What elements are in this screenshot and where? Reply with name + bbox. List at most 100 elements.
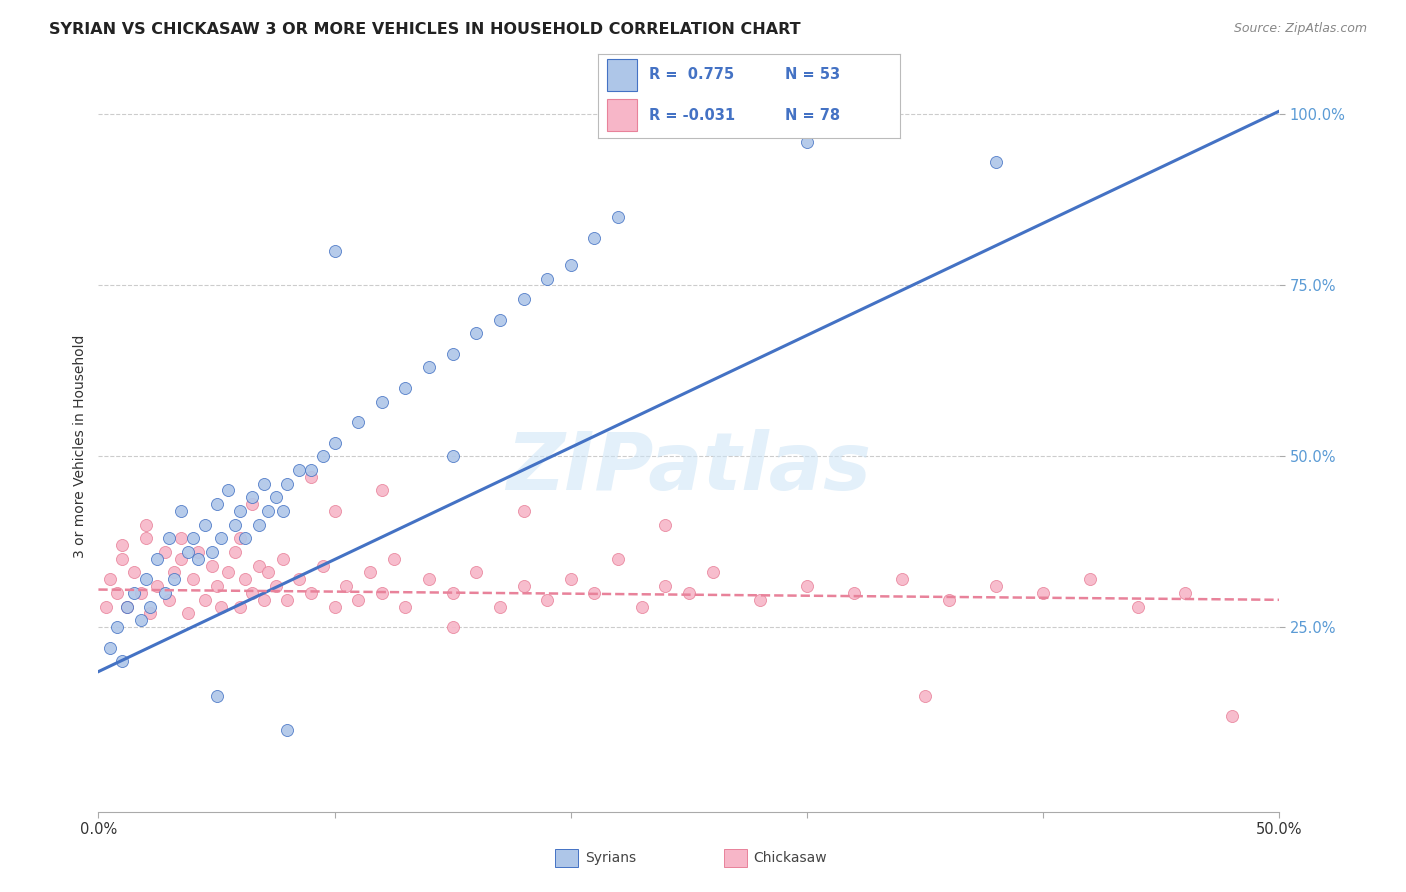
Point: [560, 572, 582, 586]
Text: SYRIAN VS CHICKASAW 3 OR MORE VEHICLES IN HOUSEHOLD CORRELATION CHART: SYRIAN VS CHICKASAW 3 OR MORE VEHICLES I…: [49, 22, 801, 37]
Point: [1220, 709, 1243, 723]
Point: [170, 504, 193, 518]
Point: [583, 230, 606, 244]
Point: [630, 599, 652, 614]
Point: [418, 572, 440, 586]
Point: [607, 551, 630, 566]
Point: [465, 326, 488, 341]
Point: [984, 579, 1007, 593]
Point: [247, 517, 270, 532]
Text: Chickasaw: Chickasaw: [754, 851, 827, 865]
Text: Source: ZipAtlas.com: Source: ZipAtlas.com: [1233, 22, 1367, 36]
Point: [229, 599, 252, 614]
Point: [233, 531, 256, 545]
Point: [181, 572, 204, 586]
Point: [205, 579, 228, 593]
Point: [264, 579, 287, 593]
Point: [512, 579, 534, 593]
Point: [276, 476, 298, 491]
Point: [536, 592, 558, 607]
Point: [224, 517, 246, 532]
Point: [276, 592, 298, 607]
Point: [560, 258, 582, 272]
Point: [253, 592, 276, 607]
Text: R = -0.031: R = -0.031: [650, 108, 735, 123]
Point: [359, 566, 381, 580]
Point: [163, 572, 186, 586]
Point: [98, 572, 121, 586]
Point: [177, 607, 200, 621]
Point: [323, 435, 346, 450]
Point: [229, 531, 252, 545]
Text: ZIPatlas: ZIPatlas: [506, 429, 872, 507]
Point: [1080, 572, 1102, 586]
Point: [201, 545, 224, 559]
Point: [217, 483, 239, 498]
Point: [441, 449, 464, 463]
Point: [139, 599, 162, 614]
Point: [323, 599, 346, 614]
Point: [441, 347, 464, 361]
Point: [271, 551, 294, 566]
Bar: [606, 59, 637, 91]
Point: [111, 551, 134, 566]
Point: [253, 476, 276, 491]
Point: [201, 558, 224, 573]
Point: [465, 566, 488, 580]
Point: [371, 586, 394, 600]
Point: [654, 517, 676, 532]
Point: [271, 504, 294, 518]
Point: [844, 586, 866, 600]
Point: [583, 586, 606, 600]
Point: [678, 586, 700, 600]
Point: [489, 599, 512, 614]
Point: [748, 592, 770, 607]
Point: [702, 566, 724, 580]
Point: [122, 566, 145, 580]
Point: [240, 586, 263, 600]
Point: [157, 592, 180, 607]
Point: [512, 292, 534, 306]
Point: [890, 572, 912, 586]
Point: [177, 545, 200, 559]
Point: [796, 579, 818, 593]
Point: [796, 135, 818, 149]
Point: [257, 566, 280, 580]
Point: [489, 312, 512, 326]
Point: [394, 599, 416, 614]
Point: [229, 504, 252, 518]
Point: [163, 566, 186, 580]
Text: N = 53: N = 53: [785, 67, 841, 82]
Point: [139, 607, 162, 621]
Point: [394, 381, 416, 395]
Point: [1126, 599, 1149, 614]
Point: [323, 504, 346, 518]
Point: [233, 572, 256, 586]
Point: [441, 586, 464, 600]
Point: [135, 572, 157, 586]
Point: [382, 551, 405, 566]
Point: [299, 463, 322, 477]
Point: [111, 538, 134, 552]
Point: [914, 689, 936, 703]
Point: [347, 415, 370, 429]
Point: [105, 620, 128, 634]
Y-axis label: 3 or more Vehicles in Household: 3 or more Vehicles in Household: [73, 334, 87, 558]
Point: [205, 497, 228, 511]
Point: [418, 360, 440, 375]
Point: [115, 599, 138, 614]
Point: [129, 613, 152, 627]
Point: [129, 586, 152, 600]
Point: [654, 579, 676, 593]
Point: [1032, 586, 1054, 600]
Point: [512, 504, 534, 518]
Point: [205, 689, 228, 703]
Point: [276, 723, 298, 737]
Text: R =  0.775: R = 0.775: [650, 67, 734, 82]
Point: [217, 566, 239, 580]
Point: [146, 551, 169, 566]
Point: [187, 545, 209, 559]
Point: [194, 592, 217, 607]
Point: [347, 592, 370, 607]
Text: Syrians: Syrians: [585, 851, 636, 865]
